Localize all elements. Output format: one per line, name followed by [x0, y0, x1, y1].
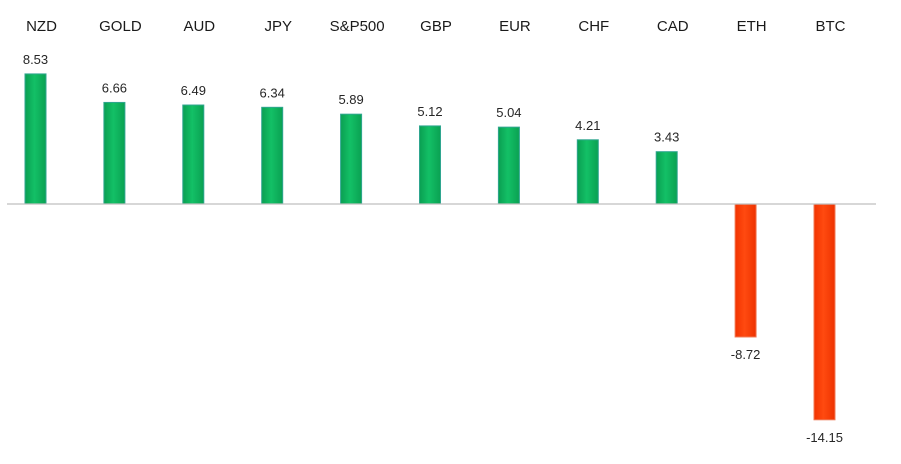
category-label-gold: GOLD	[99, 18, 142, 35]
bar-nzd	[24, 73, 47, 205]
bar-btc	[813, 203, 836, 421]
value-label-nzd: 8.53	[23, 52, 48, 67]
value-label-jpy: 6.34	[260, 85, 285, 100]
value-label-eur: 5.04	[496, 105, 521, 120]
value-label-btc: -14.15	[806, 430, 843, 445]
bar-eth	[734, 203, 757, 338]
value-label-cad: 3.43	[654, 130, 679, 145]
category-labels: NZD GOLD AUD JPY S&P500 GBP EUR CHF CAD ETH BTC	[26, 18, 846, 35]
value-label-eth: -8.72	[731, 347, 761, 362]
category-label-sp500: S&P500	[330, 18, 385, 35]
bar-gold	[103, 101, 126, 205]
bar-gbp	[419, 125, 441, 205]
value-label-sp500: 5.89	[338, 92, 363, 107]
category-label-cad: CAD	[657, 18, 689, 35]
bar-aud	[182, 104, 205, 205]
category-label-chf: CHF	[578, 18, 609, 35]
bars	[24, 73, 836, 421]
value-label-chf: 4.21	[575, 118, 600, 133]
category-label-btc: BTC	[816, 18, 846, 35]
bar-jpy	[261, 106, 284, 205]
bar-cad	[655, 151, 678, 205]
bar-chf	[576, 139, 599, 205]
bar-sp500	[340, 113, 363, 205]
value-label-aud: 6.49	[181, 83, 206, 98]
value-label-gold: 6.66	[102, 80, 127, 95]
value-label-gbp: 5.12	[417, 104, 442, 119]
category-label-gbp: GBP	[420, 18, 452, 35]
value-labels: 8.53 6.66 6.49 6.34 5.89 5.12 5.04 4.21 3.43 -8.7…	[23, 52, 843, 445]
category-label-eth: ETH	[737, 18, 767, 35]
category-label-nzd: NZD	[26, 18, 57, 35]
category-label-jpy: JPY	[264, 18, 292, 35]
category-label-eur: EUR	[499, 18, 531, 35]
category-label-aud: AUD	[183, 18, 215, 35]
bar-eur	[497, 126, 520, 205]
